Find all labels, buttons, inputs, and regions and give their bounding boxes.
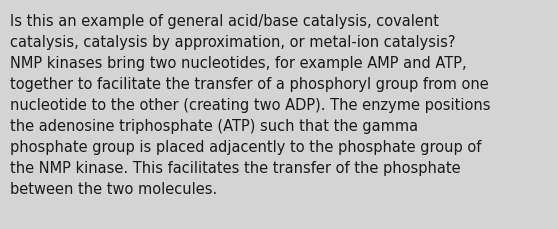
Text: the adenosine triphosphate (ATP) such that the gamma: the adenosine triphosphate (ATP) such th… <box>10 118 418 134</box>
Text: nucleotide to the other (creating two ADP). The enzyme positions: nucleotide to the other (creating two AD… <box>10 98 490 112</box>
Text: between the two molecules.: between the two molecules. <box>10 181 217 196</box>
Text: phosphate group is placed adjacently to the phosphate group of: phosphate group is placed adjacently to … <box>10 139 482 154</box>
Text: Is this an example of general acid/base catalysis, covalent: Is this an example of general acid/base … <box>10 14 439 29</box>
Text: together to facilitate the transfer of a phosphoryl group from one: together to facilitate the transfer of a… <box>10 77 489 92</box>
Text: catalysis, catalysis by approximation, or metal-ion catalysis?: catalysis, catalysis by approximation, o… <box>10 35 455 50</box>
Text: NMP kinases bring two nucleotides, for example AMP and ATP,: NMP kinases bring two nucleotides, for e… <box>10 56 466 71</box>
Text: the NMP kinase. This facilitates the transfer of the phosphate: the NMP kinase. This facilitates the tra… <box>10 160 460 175</box>
